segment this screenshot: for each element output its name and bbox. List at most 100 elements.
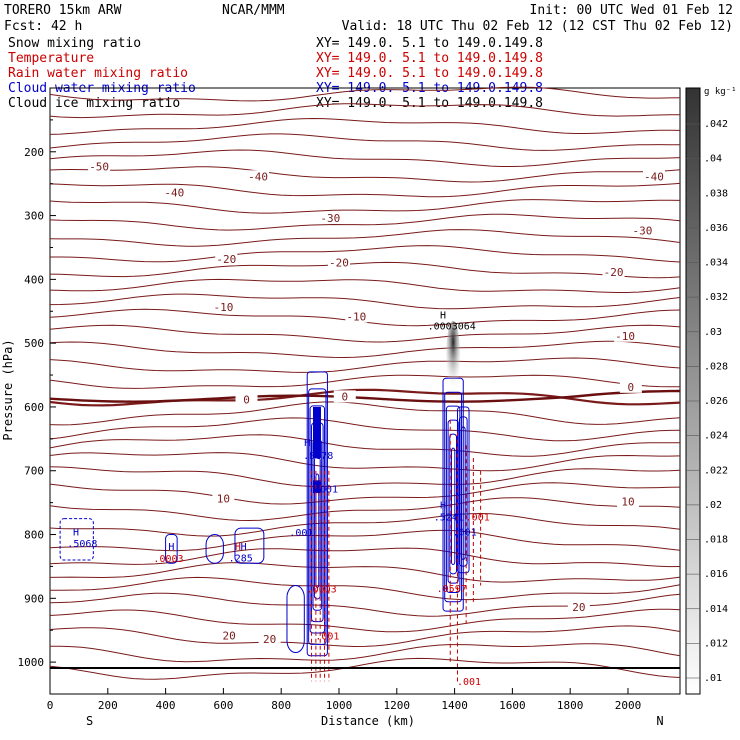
org-title: NCAR/MMM: [222, 3, 285, 18]
cloud-water-column: [450, 447, 456, 566]
colorbar-label: .016: [704, 569, 728, 580]
x-tick-label: 1000: [326, 699, 353, 712]
cloud-water-core: [312, 406, 321, 458]
isotherm: [49, 434, 681, 457]
isotherm-label-bg: [247, 170, 270, 183]
isotherm-label-bg: [212, 492, 235, 505]
isotherm: [50, 643, 681, 663]
isotherm: [49, 374, 680, 389]
isotherm: [49, 86, 681, 102]
isotherm-label-bg: [631, 224, 654, 237]
isotherm-label: -10: [213, 301, 233, 314]
isotherm-label: -40: [164, 186, 184, 199]
isotherm-label: 10: [621, 496, 634, 509]
rain-water-label: .0003: [307, 585, 337, 596]
isotherm-label-bg: [212, 301, 235, 314]
isotherm-label-bg: [619, 380, 642, 393]
x-tick-label: 1600: [499, 699, 526, 712]
x-axis-left-end: S: [86, 714, 93, 728]
cloud-water-cell: [59, 518, 94, 561]
isotherm-label-bg: [642, 170, 665, 183]
isotherm: [49, 466, 681, 487]
isotherm-label: -30: [632, 225, 652, 238]
isotherm: [49, 149, 681, 167]
isotherm-label-bg: [602, 265, 625, 278]
isotherm-label-bg: [163, 186, 186, 199]
axes: 0 200 400 600 800 1000 1200 1400 1600 1800 2000200…: [18, 119, 641, 712]
isotherm: [49, 608, 681, 633]
isotherm: [49, 324, 681, 343]
isotherm-label-bg: [333, 390, 356, 403]
isotherm-label-bg: [345, 310, 368, 323]
cloud-ice-plume: [446, 320, 461, 392]
isotherm-label-bg: [215, 253, 238, 266]
cloud-water-column: [308, 388, 327, 645]
y-tick-label: 500: [24, 337, 44, 350]
isotherm: [49, 452, 681, 472]
cloud-water-column: [460, 426, 466, 561]
cloud-ice-label: .0003064: [428, 321, 476, 332]
y-tick-label: 200: [24, 146, 44, 159]
isotherm-label: -30: [320, 212, 340, 225]
isotherm: [49, 278, 681, 293]
cloud-water-label: .001: [453, 527, 477, 538]
isotherm-label: -10: [346, 311, 366, 324]
temperature-contours: [49, 86, 681, 680]
legend-temp-xy: XY= 149.0. 5.1 to 149.0.149.8: [316, 51, 543, 66]
colorbar-label: .034: [704, 258, 728, 269]
cloud-water-column: [309, 405, 326, 634]
isotherm-label: -20: [216, 253, 236, 266]
y-tick-label: 300: [24, 210, 44, 223]
x-tick-label: 1400: [441, 699, 468, 712]
cloud-water-column: [447, 419, 459, 584]
x-tick-label: 800: [271, 699, 291, 712]
isotherm-label-bg: [327, 256, 350, 269]
isotherm: [49, 657, 681, 680]
isotherm-label: -40: [248, 170, 268, 183]
x-tick-label: 600: [213, 699, 233, 712]
cloud-water-column: [315, 473, 320, 589]
colorbar-label: .04: [704, 154, 722, 165]
rain-water-label: .001: [466, 513, 490, 524]
cloud-water-label: H: [73, 527, 79, 538]
isotherm: [49, 103, 681, 119]
rain-water-label: .001: [315, 631, 339, 642]
cloud-water-cell: [286, 585, 305, 654]
isotherm: [49, 401, 681, 426]
colorbar: .042 .04 .038 .036 .034 .032 .03 .028 .026 .024 .0…: [685, 87, 728, 695]
isotherm-label-bg: [88, 160, 111, 173]
colorbar-label: .032: [704, 292, 728, 303]
isotherm: [49, 512, 681, 537]
isotherm-label-bg: [567, 600, 590, 613]
legend-snow: Snow mixing ratio: [8, 36, 141, 51]
isotherm-label: -40: [644, 170, 664, 183]
cloud-water-label: H: [304, 438, 310, 449]
cloud-water-label: .5241: [434, 513, 464, 524]
legend-cloudice: Cloud ice mixing ratio: [8, 96, 180, 111]
isotherm-label-bg: [616, 495, 639, 508]
isotherm: [49, 229, 681, 247]
cloud-ice-shading: [446, 320, 461, 392]
cloud-water-label: .001: [314, 485, 338, 496]
colorbar-label: .014: [704, 604, 728, 615]
isotherm-label: 0: [341, 390, 348, 403]
forecast-hour: Fcst: 42 h: [4, 19, 82, 34]
isotherm-label: -20: [604, 266, 624, 279]
cloud-water-cell: [165, 534, 178, 564]
colorbar-ramp: [685, 87, 701, 695]
cloud-water-cell: [234, 527, 265, 564]
isotherm: [49, 547, 681, 568]
isotherm: [49, 213, 681, 231]
isotherm-label-bg: [235, 393, 258, 406]
y-tick-label: 900: [24, 592, 44, 605]
cloud-water-label: .001: [289, 528, 313, 539]
isotherm: [49, 117, 681, 135]
cloud-water-column: [306, 371, 328, 657]
cloud-water-label: H: [241, 542, 247, 553]
isotherm: [49, 182, 681, 198]
cloud-water-cell: [205, 534, 224, 564]
isotherm: [49, 417, 681, 442]
isotherm: [49, 497, 681, 522]
valid-time: Valid: 18 UTC Thu 02 Feb 12 (12 CST Thu …: [342, 19, 733, 34]
colorbar-label: .018: [704, 535, 728, 546]
